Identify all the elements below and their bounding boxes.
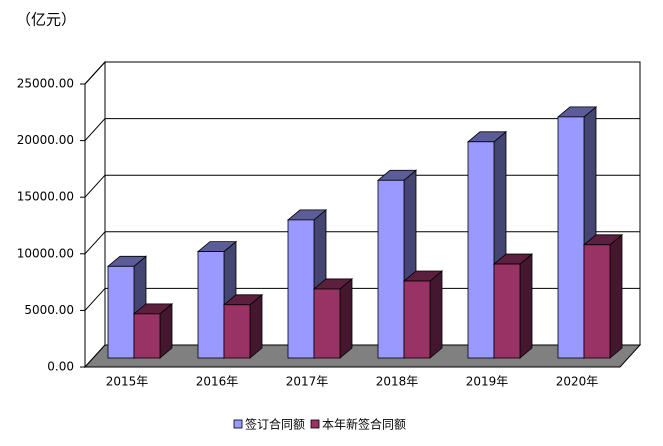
grid-line-side	[84, 61, 106, 85]
back-wall	[104, 61, 641, 346]
bar	[313, 288, 341, 359]
unit-label: （亿元）	[16, 11, 76, 29]
bar-side	[249, 293, 263, 359]
bar-side	[609, 233, 623, 359]
bar	[557, 116, 585, 359]
bar	[133, 313, 161, 359]
bar	[493, 263, 521, 359]
bar-side	[339, 278, 353, 359]
bar	[583, 244, 611, 359]
y-tick-label: 20000.00	[17, 133, 74, 147]
bar	[223, 304, 251, 359]
bar	[197, 251, 225, 359]
bar	[377, 179, 405, 359]
y-tick-label: 5000.00	[24, 303, 74, 317]
y-tick-label: 15000.00	[17, 190, 74, 204]
grid-line-side	[84, 118, 106, 141]
bar	[467, 141, 495, 359]
bar	[107, 265, 135, 359]
x-tick-label: 2016年	[196, 375, 239, 389]
y-tick-label: 25000.00	[17, 77, 74, 91]
y-tick-label: 10000.00	[17, 246, 74, 260]
x-tick-label: 2019年	[466, 375, 509, 389]
bar-side	[429, 270, 443, 359]
grid-line-side	[84, 231, 106, 255]
legend-label: 签订合同额	[245, 417, 305, 432]
bar	[287, 219, 315, 359]
grid-line-side	[84, 174, 106, 198]
y-tick-label: 0.00	[47, 360, 74, 374]
x-tick-label: 2020年	[556, 375, 599, 389]
x-tick-label: 2015年	[106, 375, 149, 389]
x-tick-label: 2017年	[286, 375, 329, 389]
legend-swatch	[310, 419, 320, 429]
x-tick-label: 2018年	[376, 375, 419, 389]
left-wall	[84, 60, 106, 369]
bar-side	[519, 253, 533, 359]
legend-swatch	[233, 419, 243, 429]
grid-line-side	[84, 288, 106, 311]
legend-label: 本年新签合同额	[322, 417, 406, 432]
bar	[403, 280, 431, 359]
